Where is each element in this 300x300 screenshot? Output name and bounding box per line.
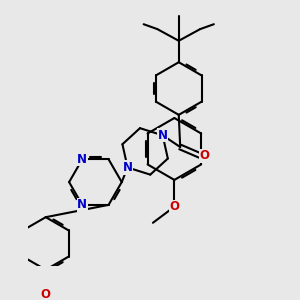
Text: N: N	[77, 153, 87, 166]
Text: O: O	[41, 288, 51, 300]
Text: O: O	[200, 149, 210, 162]
Text: O: O	[169, 200, 179, 213]
Text: N: N	[77, 198, 87, 212]
Text: N: N	[123, 161, 133, 174]
Text: N: N	[158, 129, 168, 142]
